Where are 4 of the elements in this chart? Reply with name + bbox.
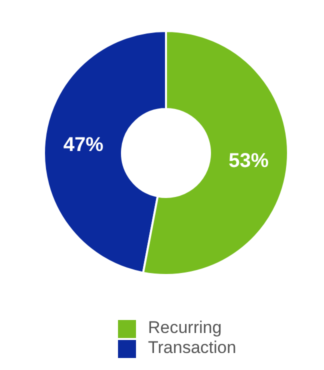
legend-label: Recurring — [148, 318, 222, 337]
data-label: 53% — [228, 150, 269, 172]
legend-label: Transaction — [148, 338, 236, 357]
data-label: 47% — [63, 134, 104, 156]
